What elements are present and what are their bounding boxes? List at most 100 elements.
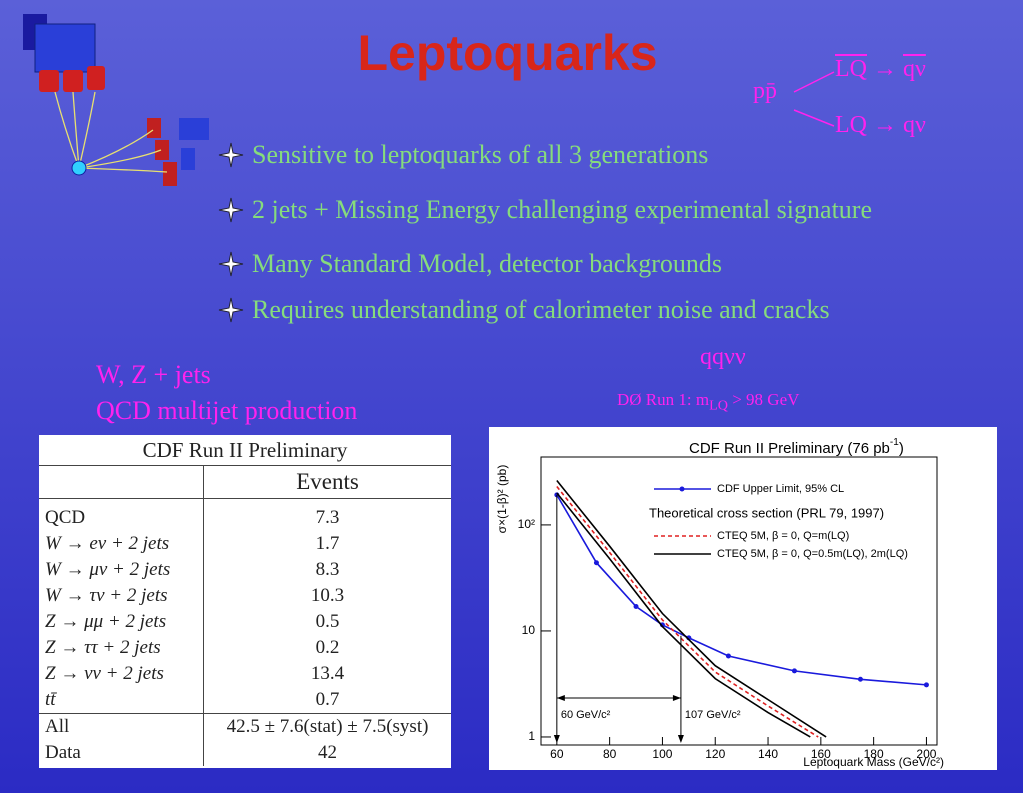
x-tick-label: 140 [758, 747, 778, 761]
text: DØ Run 1: m [617, 390, 710, 409]
row-label: All [39, 713, 204, 740]
x-tick-label: 160 [811, 747, 831, 761]
bullet-text: Sensitive to leptoquarks of all 3 genera… [252, 140, 709, 169]
sub: LQ [709, 397, 728, 414]
x-axis-label: Leptoquark Mass (GeV/c²) [803, 755, 944, 769]
table-title: CDF Run II Preliminary [39, 435, 451, 466]
row-label: Data [45, 742, 81, 763]
y-tick-label: 10 [522, 623, 536, 637]
star-icon [218, 142, 244, 168]
series-line [556, 494, 927, 686]
legend-label: CDF Upper Limit, 95% CL [717, 483, 844, 495]
cell: 42 [203, 740, 451, 766]
row: W → τν + 2 jets 10.3 [39, 583, 451, 609]
star-icon [218, 297, 244, 323]
y-tick-label: 1 [528, 729, 535, 743]
row: W → eν + 2 jets 1.7 [39, 531, 451, 557]
chart-title: CDF Run II Preliminary (76 pb-1) [689, 437, 904, 457]
y-axis-label: σ×(1-β)² (pb) [495, 465, 509, 534]
cell: 8.3 [203, 557, 451, 583]
logo-icon [23, 14, 209, 186]
row: Z → νν + 2 jets 13.4 [39, 661, 451, 687]
row-label: W → τν + 2 jets [45, 585, 168, 606]
text: > 98 GeV [727, 390, 800, 409]
plot-frame [540, 456, 938, 746]
title-sup: -1 [890, 437, 899, 448]
cell [203, 498, 451, 505]
legend-marker [679, 486, 685, 492]
cell: 42.5 ± 7.6(stat) ± 7.5(syst) [203, 713, 451, 740]
spacer [39, 498, 451, 505]
annotation-label: 107 GeV/c² [685, 709, 741, 721]
star-icon [218, 251, 244, 277]
x-tick-label: 120 [705, 747, 725, 761]
cell: 7.3 [203, 505, 451, 531]
chart: CDF Run II Preliminary (76 pb-1) 60 80 100 1… [489, 427, 997, 770]
legend-label: CTEQ 5M, β = 0, Q=0.5m(LQ), 2m(LQ) [717, 548, 908, 560]
products: qν [903, 112, 926, 138]
row-label: W → eν + 2 jets [45, 533, 170, 554]
title-row: CDF Run II Preliminary [39, 435, 451, 466]
events-table: CDF Run II Preliminary Events QCD 7.3 W → eν… [39, 435, 451, 768]
row-label: W → μν + 2 jets [45, 559, 171, 580]
cell: 0.5 [203, 609, 451, 635]
lq: LQ [835, 112, 867, 138]
x-tick-label: 60 [550, 747, 564, 761]
row: tt̄ 0.7 [39, 687, 451, 714]
row-label: Z → νν + 2 jets [45, 663, 164, 684]
x-tick-label: 100 [652, 747, 672, 761]
point [923, 682, 929, 688]
x-tick-label: 200 [916, 747, 936, 761]
label: W, Z + jets [96, 360, 211, 389]
point [791, 668, 797, 674]
bullet: Sensitive to leptoquarks of all 3 genera… [218, 140, 708, 170]
cell: 13.4 [203, 661, 451, 687]
lq: LQ [835, 56, 867, 82]
row-label: tt̄ [45, 689, 56, 710]
arrow-head [553, 735, 560, 743]
decay-initial: pp̄ [753, 78, 777, 104]
bullet: 2 jets + Missing Energy challenging expe… [218, 195, 872, 225]
products: qν [903, 56, 926, 82]
row-label: Z → μμ + 2 jets [45, 611, 167, 632]
row: Z → ττ + 2 jets 0.2 [39, 635, 451, 661]
point [725, 653, 731, 659]
channel: qqνν [700, 344, 746, 370]
bullet-text: Requires understanding of calorimeter no… [252, 295, 830, 324]
arrow-head [677, 735, 684, 743]
legend-label: CTEQ 5M, β = 0, Q=m(LQ) [717, 530, 849, 542]
header: Events [203, 465, 451, 499]
series-line [556, 486, 819, 738]
y-tick-label: 10² [518, 517, 535, 531]
annotation-label: 60 GeV/c² [561, 709, 611, 721]
header-row: Events [39, 465, 451, 499]
cell: 1.7 [203, 531, 451, 557]
table: CDF Run II Preliminary Events QCD 7.3 W → eν… [39, 435, 451, 766]
corner [39, 465, 204, 499]
cell: 0.2 [203, 635, 451, 661]
series-line [556, 492, 811, 738]
row: W → μν + 2 jets 8.3 [39, 557, 451, 583]
point [857, 676, 863, 682]
bullet: Requires understanding of calorimeter no… [218, 295, 830, 325]
cell: 10.3 [203, 583, 451, 609]
decay-upper: LQ → qν [835, 56, 926, 82]
point [633, 604, 639, 610]
bullet-text: Many Standard Model, detector background… [252, 249, 723, 278]
total-row: Data 42 [39, 740, 451, 766]
title-end: ) [899, 440, 904, 457]
point [593, 560, 599, 566]
cell: 0.7 [203, 687, 451, 714]
star-icon [218, 197, 244, 223]
legend-header: Theoretical cross section (PRL 79, 1997) [649, 505, 884, 520]
row-label: Z → ττ + 2 jets [45, 637, 161, 658]
x-tick-label: 180 [864, 747, 884, 761]
total-row: All 42.5 ± 7.6(stat) ± 7.5(syst) [39, 713, 451, 740]
row-label: QCD [45, 507, 86, 528]
bullet-text: 2 jets + Missing Energy challenging expe… [252, 195, 872, 224]
x-tick-label: 80 [603, 747, 617, 761]
label: QCD multijet production [96, 396, 358, 425]
decay-lower: LQ → qν [835, 112, 926, 138]
decay-arrows [793, 71, 835, 127]
